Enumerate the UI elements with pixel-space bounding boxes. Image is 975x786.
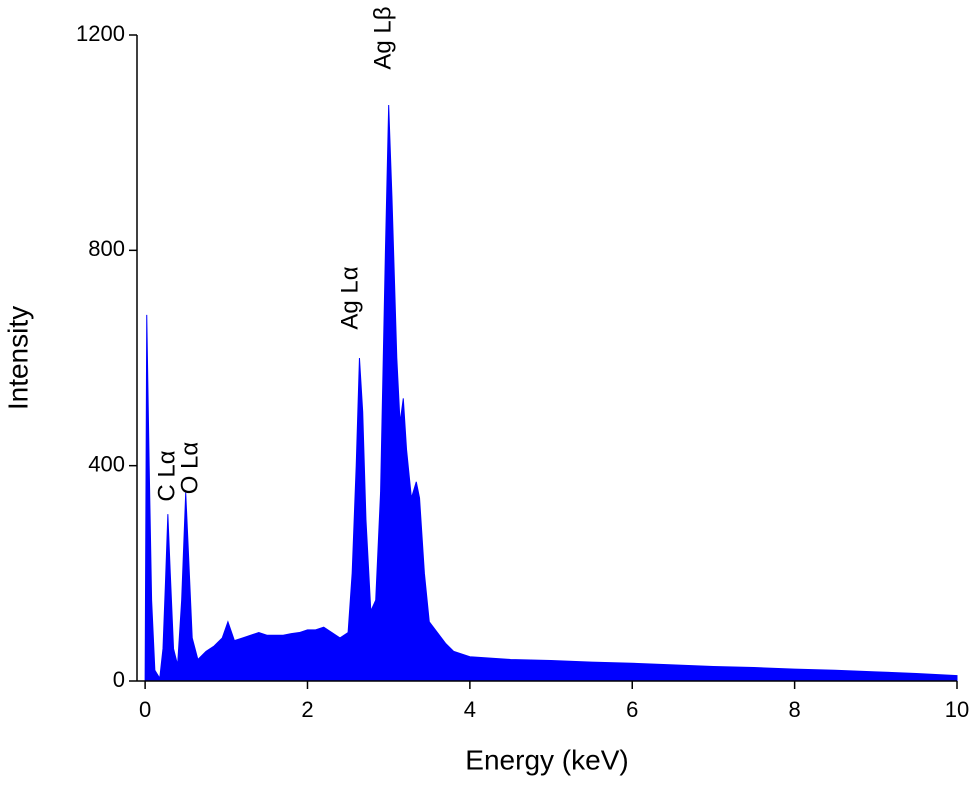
- x-tick-label: 6: [626, 697, 638, 722]
- x-tick-label: 0: [139, 697, 151, 722]
- y-axis-title: Intensity: [2, 306, 33, 410]
- y-tick-label: 1200: [76, 21, 125, 46]
- x-tick-label: 10: [945, 697, 969, 722]
- spectrum-area: [144, 104, 958, 682]
- peak-label: C Lα: [153, 450, 180, 501]
- x-tick-label: 2: [301, 697, 313, 722]
- x-tick-label: 8: [788, 697, 800, 722]
- y-tick-label: 800: [88, 236, 125, 261]
- x-tick-label: 4: [464, 697, 476, 722]
- peak-label: Ag Lβ: [369, 6, 396, 69]
- x-axis-title: Energy (keV): [465, 744, 628, 775]
- peak-label: Ag Lα: [336, 266, 363, 329]
- peak-label: O Lα: [176, 442, 203, 495]
- y-tick-label: 400: [88, 451, 125, 476]
- y-tick-label: 0: [113, 667, 125, 692]
